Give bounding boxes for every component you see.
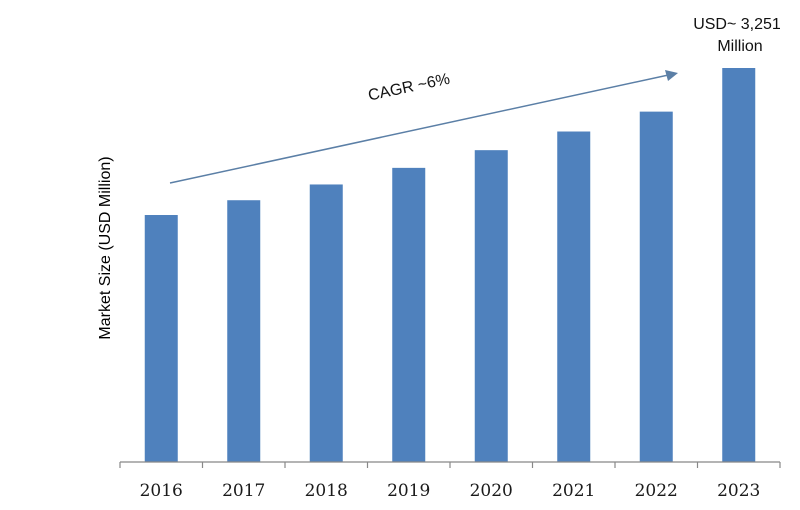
y-axis-title: Market Size (USD Million)	[97, 156, 114, 339]
bar-2022	[639, 111, 673, 463]
last-value-label-line2: Million	[717, 38, 762, 55]
bar-2016	[144, 215, 178, 462]
x-tick-label-2017: 2017	[222, 481, 265, 501]
x-tick-label-2022: 2022	[635, 481, 678, 501]
bar-2017	[227, 200, 261, 462]
x-axis-tick-labels: 2016 2017 2018 2019 2020 2021 2022 2023	[140, 481, 761, 501]
bar-2019	[392, 167, 426, 462]
x-tick-label-2020: 2020	[470, 481, 513, 501]
x-tick-label-2019: 2019	[387, 481, 430, 501]
last-value-label-line1: USD~ 3,251	[693, 16, 781, 33]
bars-group	[144, 68, 756, 463]
x-axis-ticks	[119, 462, 781, 468]
bar-2023	[722, 68, 756, 462]
cagr-arrow	[169, 70, 678, 184]
bar-2018	[309, 184, 343, 463]
x-tick-label-2016: 2016	[140, 481, 183, 501]
cagr-label: CAGR ~6%	[367, 71, 452, 105]
bar-2021	[557, 131, 591, 463]
x-tick-label-2021: 2021	[552, 481, 595, 501]
arrow-head-icon	[665, 70, 678, 81]
x-tick-label-2023: 2023	[717, 481, 760, 501]
bar-2020	[474, 150, 508, 462]
x-tick-label-2018: 2018	[305, 481, 348, 501]
